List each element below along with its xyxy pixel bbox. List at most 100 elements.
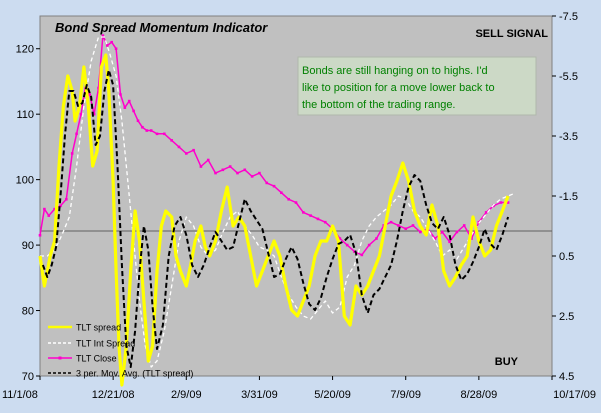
buy-signal-label: BUY <box>495 356 519 368</box>
y-right-tick-label: -5.5 <box>559 71 578 83</box>
tlt-close-marker <box>53 207 56 211</box>
tlt-close-marker <box>323 220 327 224</box>
tlt-close-marker <box>110 40 113 44</box>
tlt-close-marker <box>419 230 422 234</box>
y-left-tick-label: 110 <box>16 109 34 121</box>
tlt-close-marker <box>462 224 466 227</box>
tlt-close-marker <box>375 237 378 240</box>
tlt-close-marker <box>163 132 166 136</box>
y-axis-right: -7.5 -5.5 -3.5 -1.5 0.5 2.5 4.5 <box>552 11 578 383</box>
tlt-close-marker <box>214 171 217 175</box>
tlt-close-marker <box>411 224 415 227</box>
tlt-int-spread-line <box>40 36 516 368</box>
y-right-tick-label: 2.5 <box>559 311 574 323</box>
tlt-close-marker <box>397 224 400 227</box>
tlt-close-marker <box>345 243 349 247</box>
tlt-close-marker <box>302 211 305 214</box>
tlt-close-marker <box>484 211 488 214</box>
y-right-tick-label: 0.5 <box>559 251 574 263</box>
tlt-close-marker <box>114 47 118 51</box>
tlt-close-marker <box>170 139 173 142</box>
tlt-close-marker <box>92 112 96 116</box>
tlt-close-marker <box>338 237 342 240</box>
tlt-close-marker <box>97 86 100 90</box>
legend: TLT spread TLT Int Spread TLT Close 3 per. … <box>48 323 193 379</box>
y-right-tick-label: -1.5 <box>559 191 578 203</box>
tlt-close-marker <box>123 106 127 109</box>
legend-label: 3 per. Mov. Avg. (TLT spread) <box>76 369 193 379</box>
tlt-close-marker <box>470 237 473 240</box>
tlt-close-marker <box>75 132 78 136</box>
tlt-close-marker <box>47 214 51 217</box>
tlt-close-marker <box>287 197 290 201</box>
tlt-close-marker <box>192 148 195 152</box>
tlt-close-marker <box>389 220 393 224</box>
sell-signal-label: SELL SIGNAL <box>475 28 548 40</box>
tlt-close-marker <box>88 93 92 96</box>
y-right-tick-label: -3.5 <box>559 131 578 143</box>
tlt-close-marker <box>506 201 510 204</box>
tlt-close-marker <box>236 171 239 175</box>
tlt-close-marker <box>294 201 298 204</box>
tlt-close-marker <box>265 181 269 185</box>
tlt-close-marker <box>404 227 408 231</box>
tlt-close-marker <box>316 217 320 221</box>
legend-label: TLT spread <box>76 323 121 333</box>
x-tick-label: 7/9/09 <box>390 389 421 401</box>
tlt-close-marker <box>177 145 181 149</box>
tlt-spread-line <box>38 53 510 387</box>
legend-marker <box>58 356 62 360</box>
tlt-close-marker <box>228 165 232 168</box>
tlt-close-marker <box>243 168 247 172</box>
x-tick-label: 12/21/08 <box>92 389 135 401</box>
legend-label: TLT Int Spread <box>76 339 135 349</box>
x-tick-label: 11/1/08 <box>2 389 38 401</box>
tlt-close-marker <box>184 152 188 155</box>
x-tick-label: 2/9/09 <box>171 389 202 401</box>
y-left-tick-label: 90 <box>22 240 34 252</box>
y-left-tick-label: 100 <box>16 175 34 187</box>
tlt-close-marker <box>221 168 225 172</box>
x-axis: 11/1/08 12/21/08 2/9/09 3/31/09 5/20/09 7/9/0… <box>2 376 596 401</box>
tlt-close-marker <box>309 214 312 217</box>
y-left-tick-label: 80 <box>22 306 34 318</box>
tlt-close-marker <box>43 207 46 211</box>
y-left-tick-label: 70 <box>22 371 34 383</box>
tlt-close-marker <box>127 99 131 103</box>
x-tick-label: 5/20/09 <box>314 389 351 401</box>
tlt-close-marker <box>101 34 105 37</box>
tlt-close-marker <box>38 233 42 237</box>
tlt-close-marker <box>59 204 62 208</box>
tlt-close-marker <box>440 230 444 234</box>
tlt-close-marker <box>70 152 74 155</box>
tlt-close-marker <box>65 197 68 201</box>
tlt-close-marker <box>136 119 140 123</box>
x-tick-label: 8/28/09 <box>461 389 498 401</box>
y-right-tick-label: 4.5 <box>559 371 574 383</box>
tlt-close-marker <box>132 109 135 113</box>
y-right-tick-label: -7.5 <box>559 11 578 23</box>
legend-label: TLT Close <box>76 354 117 364</box>
tlt-close-marker <box>250 175 254 178</box>
chart-title: Bond Spread Momentum Indicator <box>55 20 268 35</box>
tlt-close-marker <box>79 112 83 116</box>
tlt-close-marker <box>145 129 149 132</box>
comment-line-1: Bonds are still hanging on to highs. I'd <box>302 65 488 77</box>
y-axis-left: 70 80 90 100 110 120 <box>16 44 40 383</box>
tlt-close-marker <box>448 240 451 244</box>
tlt-close-marker <box>155 132 159 136</box>
tlt-close-marker <box>360 253 364 257</box>
tlt-close-marker <box>119 93 122 96</box>
tlt-close-marker <box>206 158 210 162</box>
tlt-close-marker <box>272 184 276 188</box>
y-left-tick-label: 120 <box>16 44 34 56</box>
comment-box: Bonds are still hanging on to highs. I'd… <box>297 56 537 116</box>
tlt-close-marker <box>141 125 144 129</box>
tlt-close-marker <box>105 44 109 47</box>
x-tick-label: 10/17/09 <box>553 389 596 401</box>
comment-line-2: like to position for a move lower back t… <box>302 82 495 94</box>
moving-average-line <box>41 69 510 368</box>
tlt-close-marker <box>433 237 437 240</box>
x-tick-label: 3/31/09 <box>241 389 278 401</box>
